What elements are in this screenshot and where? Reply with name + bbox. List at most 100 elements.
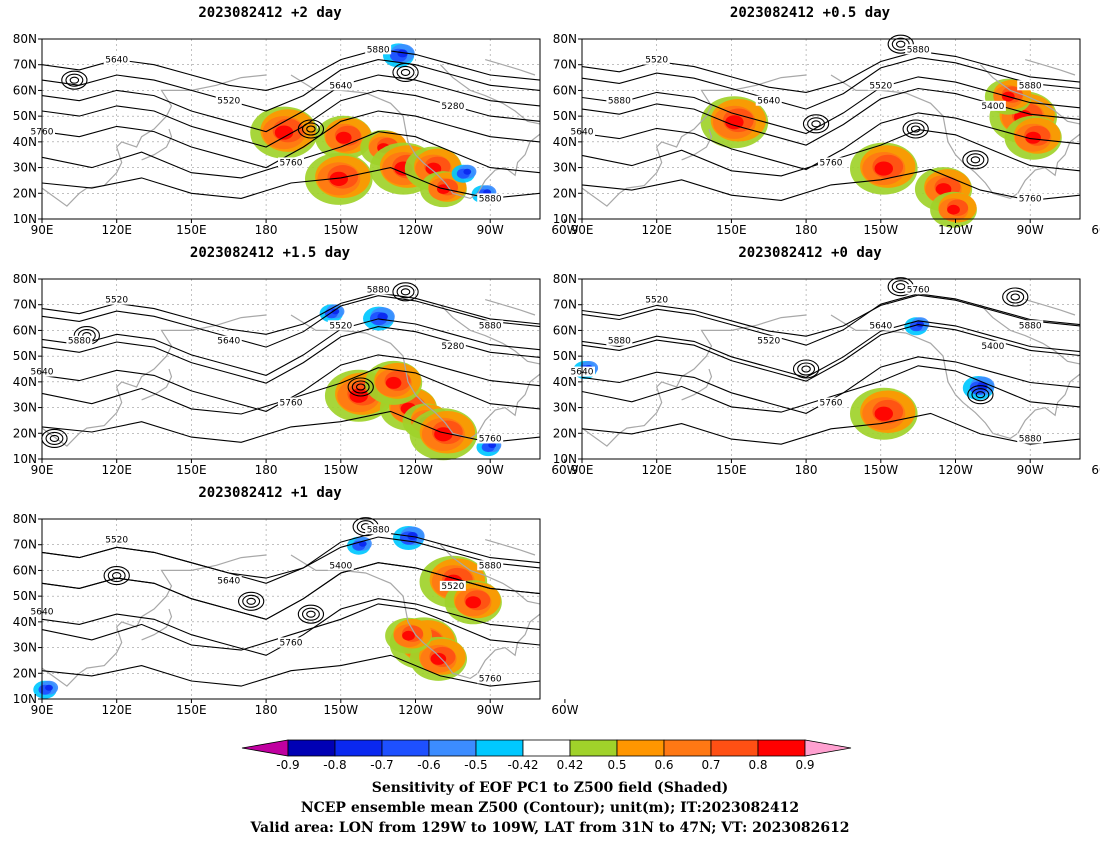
negative-sensitivity-shading xyxy=(397,49,408,58)
contour-label-bg xyxy=(905,284,932,295)
z500-closed-contour xyxy=(45,431,64,445)
z500-closed-contour xyxy=(887,34,914,54)
contour-label-bg xyxy=(103,294,130,305)
x-tick-label: 180 xyxy=(795,223,818,237)
z500-closed-contour xyxy=(910,125,921,133)
contour-label-bg xyxy=(905,44,932,55)
map-panel-plus-0.5-day: 2023082412 +0.5 day 5520 5640 5520 5400 5640… xyxy=(540,5,1100,240)
z500-closed-contour xyxy=(895,283,906,291)
contour-label-bg xyxy=(103,534,130,545)
map-plot: 5520552056405400564057605880576058805880… xyxy=(553,272,1100,477)
coastline xyxy=(41,554,267,687)
coastline xyxy=(141,608,173,641)
y-tick-label: 40N xyxy=(13,615,37,629)
contour-label-bg xyxy=(755,335,782,346)
positive-sensitivity-shading xyxy=(335,131,352,144)
z500-closed-contour xyxy=(347,377,374,397)
colorbar-swatch xyxy=(569,739,618,757)
contour-label: 5520 xyxy=(217,97,240,107)
positive-sensitivity-shading xyxy=(329,171,349,186)
z500-contour xyxy=(581,168,1081,201)
contour-label-bg xyxy=(818,157,844,168)
z500-closed-contour xyxy=(355,383,366,391)
y-tick-label: 50N xyxy=(13,589,37,603)
y-tick-label: 80N xyxy=(13,32,37,46)
colorbar-tick-label: -0.7 xyxy=(370,758,393,772)
negative-sensitivity-shading xyxy=(463,168,472,175)
z500-contour xyxy=(41,110,541,169)
y-tick-label: 60N xyxy=(553,323,577,337)
y-tick-label: 40N xyxy=(13,135,37,149)
z500-closed-contour xyxy=(306,610,316,618)
contour-label-bg xyxy=(477,320,504,331)
coastline xyxy=(979,64,1081,125)
y-tick-label: 80N xyxy=(553,32,577,46)
y-tick-label: 10N xyxy=(13,212,37,226)
positive-sensitivity-shading xyxy=(725,115,744,130)
y-tick-label: 80N xyxy=(13,272,37,286)
coastline xyxy=(290,554,541,680)
positive-sensitivity-shading xyxy=(385,376,402,389)
x-tick-label: 180 xyxy=(255,463,278,477)
negative-sensitivity-shading xyxy=(916,321,925,328)
positive-sensitivity-shading xyxy=(874,161,893,176)
y-tick-label: 70N xyxy=(553,58,577,72)
y-tick-label: 80N xyxy=(13,512,37,526)
x-tick-label: 180 xyxy=(255,223,278,237)
contour-label-bg xyxy=(755,95,782,106)
negative-sensitivity-shading xyxy=(407,532,418,540)
y-tick-label: 50N xyxy=(13,109,37,123)
coastline xyxy=(439,304,541,365)
map-plot: 55205640540055205640576057605880588010N2… xyxy=(13,512,579,717)
z500-closed-contour xyxy=(297,604,325,624)
z500-closed-contour xyxy=(396,285,415,299)
map-plot: 5640552056405280576057605880588010N20N30… xyxy=(13,32,579,237)
z500-closed-contour xyxy=(801,365,811,373)
map-panel-plus-1-day: 2023082412 +1 day 5520 5640 5400 5520 5640 57… xyxy=(0,485,579,720)
contour-label-bg xyxy=(979,340,1006,351)
colorbar-tick-label: 0.9 xyxy=(795,758,814,772)
x-tick-label: 120W xyxy=(398,463,433,477)
z500-closed-contour xyxy=(392,282,419,302)
colorbar-tick-label: 0.8 xyxy=(748,758,767,772)
coastline xyxy=(141,128,173,161)
z500-closed-contour xyxy=(970,156,981,164)
z500-contour xyxy=(41,74,541,133)
negative-sensitivity-shading xyxy=(331,308,340,315)
z500-contour xyxy=(581,294,1081,337)
y-tick-label: 60N xyxy=(13,563,37,577)
contour-label: 5760 xyxy=(280,158,303,168)
figure-captions: Sensitivity of EOF PC1 to Z500 field (Sh… xyxy=(0,778,1100,838)
y-tick-label: 60N xyxy=(13,83,37,97)
colorbar-swatch xyxy=(475,739,524,757)
z500-contour xyxy=(41,167,541,199)
contour-label: 5640 xyxy=(329,81,352,91)
contour-label: 5880 xyxy=(367,525,390,535)
y-tick-label: 30N xyxy=(553,161,577,175)
y-tick-label: 10N xyxy=(553,212,577,226)
z500-closed-contour xyxy=(962,150,989,170)
colorbar-swatch xyxy=(757,739,806,757)
contour-label: 5640 xyxy=(757,97,780,107)
y-tick-label: 20N xyxy=(553,186,577,200)
x-tick-label: 120E xyxy=(641,223,672,237)
contour-label: 5880 xyxy=(479,561,502,571)
z500-contour xyxy=(41,367,541,415)
z500-closed-contour xyxy=(69,76,80,84)
x-tick-label: 120W xyxy=(938,223,973,237)
z500-closed-contour xyxy=(891,37,910,51)
contour-label: 5760 xyxy=(479,674,502,684)
contour-label-bg xyxy=(278,637,304,648)
x-tick-label: 60W xyxy=(1091,463,1100,477)
positive-sensitivity-shading xyxy=(1025,131,1041,144)
coastline xyxy=(439,544,541,605)
negative-sensitivity-shading xyxy=(45,684,53,691)
colorbar-swatch xyxy=(428,739,477,757)
z500-closed-contour xyxy=(61,70,88,90)
map-panel-plus-1.5-day: 2023082412 +1.5 day 5520 5640 5520 5280 5640… xyxy=(0,245,579,480)
contour-label-bg xyxy=(215,95,242,106)
colorbar-low-cap xyxy=(241,739,289,757)
contour-label: 5640 xyxy=(217,577,240,587)
contour-label-bg xyxy=(327,560,354,571)
coastline xyxy=(485,59,536,76)
